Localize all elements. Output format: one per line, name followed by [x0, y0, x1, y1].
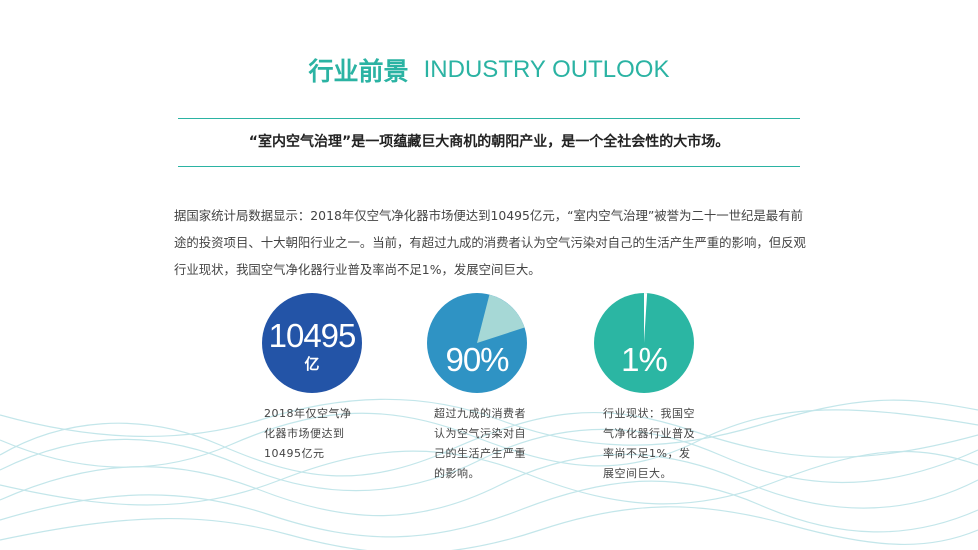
- stat-caption: 2018年仅空气净化器市场便达到10495亿元: [264, 407, 352, 460]
- stat-caption: 超过九成的消费者认为空气污染对自己的生活产生严重的影响。: [434, 407, 526, 480]
- stat-pie-penetration: 1%: [594, 293, 694, 393]
- stat-value: 1%: [621, 341, 668, 378]
- stat-caption: 行业现状：我国空气净化器行业普及率尚不足1%，发展空间巨大。: [603, 407, 695, 480]
- title-english: INDUSTRY OUTLOOK: [423, 56, 670, 83]
- divider-top: [178, 118, 800, 119]
- title-chinese: 行业前景: [308, 57, 409, 86]
- intro-paragraph: 据国家统计局数据显示：2018年仅空气净化器市场便达到10495亿元，“室内空气…: [174, 208, 806, 277]
- stat-pie-consumers: 90%: [427, 293, 527, 393]
- divider-bottom: [178, 166, 800, 167]
- pie-slice-share: [644, 293, 648, 343]
- stat-value: 10495: [268, 317, 357, 354]
- pie-chart: [644, 293, 648, 343]
- stat-circle-market: 10495 亿: [262, 293, 362, 393]
- page-title: 行业前景 INDUSTRY OUTLOOK: [0, 52, 978, 88]
- pie-slice-remainder: [477, 294, 525, 343]
- stat-unit: 亿: [304, 355, 320, 373]
- slogan-text: “室内空气治理”是一项蕴藏巨大商机的朝阳产业，是一个全社会性的大市场。: [248, 134, 730, 150]
- stat-value: 90%: [445, 341, 509, 378]
- pie-chart: [477, 294, 525, 343]
